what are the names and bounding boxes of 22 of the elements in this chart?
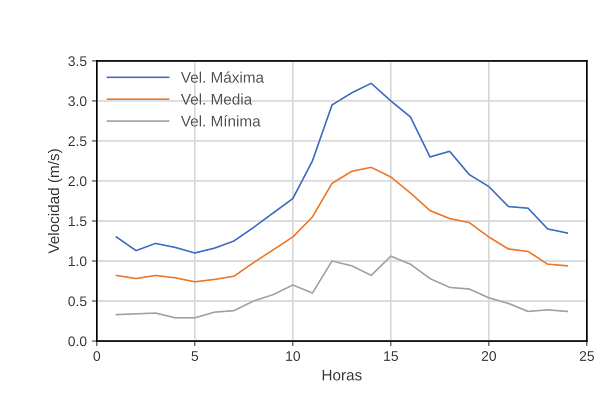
- y-tick-label: 2.0: [68, 176, 87, 186]
- x-tick-label: 15: [384, 351, 398, 361]
- legend-label: Vel. Máxima: [180, 71, 264, 83]
- line-series: [116, 82, 568, 254]
- x-tick-label: 20: [482, 351, 496, 361]
- y-tick-label: 3.5: [68, 56, 86, 66]
- x-tick-label: 0: [93, 351, 100, 361]
- y-tick-label: 0.5: [68, 296, 86, 306]
- legend-label: Vel. Media: [180, 93, 252, 105]
- y-tick-label: 1.0: [68, 256, 87, 266]
- y-tick-label: 2.5: [68, 136, 86, 146]
- x-tick-label: 5: [192, 351, 198, 361]
- x-axis-title: Horas: [322, 370, 362, 380]
- x-tick-label: 10: [286, 351, 300, 361]
- x-tick-label: 25: [580, 351, 594, 361]
- y-tick-label: 0.0: [68, 336, 87, 346]
- legend-label: Vel. Mínima: [180, 115, 261, 127]
- y-axis-title: Velocidad (m/s): [48, 149, 62, 254]
- y-tick-label: 1.5: [68, 216, 86, 226]
- line-series: [116, 166, 568, 283]
- line-series: [116, 255, 568, 319]
- y-tick-label: 3.0: [68, 96, 87, 106]
